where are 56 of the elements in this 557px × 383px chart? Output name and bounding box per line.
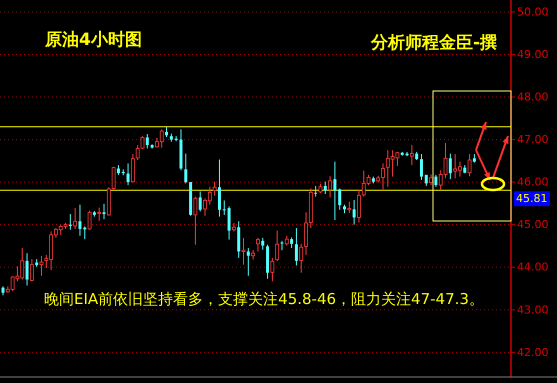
candlestick xyxy=(242,237,246,266)
candlestick xyxy=(410,144,414,166)
candlestick xyxy=(429,174,433,186)
candlestick xyxy=(78,204,82,236)
candlestick xyxy=(184,153,188,184)
candlestick xyxy=(284,235,289,246)
candlestick xyxy=(116,164,120,176)
candlestick xyxy=(83,226,86,240)
candlestick xyxy=(102,203,106,220)
y-tick-label: 43.00 xyxy=(517,303,548,316)
candlestick xyxy=(40,256,44,276)
candlestick xyxy=(198,190,202,212)
text: 分析师程金臣-撰 xyxy=(370,33,497,53)
candlestick xyxy=(275,230,280,262)
candlestick xyxy=(146,134,149,149)
candlestick xyxy=(318,183,322,194)
y-tick-label: 45.00 xyxy=(517,218,548,232)
candlestick xyxy=(434,174,438,188)
candlestick xyxy=(165,126,168,138)
candlestick xyxy=(194,196,198,246)
y-tick-label: 48.00 xyxy=(517,90,548,104)
candlestick xyxy=(256,237,260,252)
candlestick xyxy=(352,199,356,226)
candlestick xyxy=(324,181,327,195)
candlestick xyxy=(290,236,294,249)
candlestick xyxy=(88,210,92,230)
y-tick-label: 49.00 xyxy=(517,48,548,61)
candlestick xyxy=(68,214,72,230)
y-tick-label: 46.00 xyxy=(517,176,548,189)
candlestick xyxy=(328,176,332,198)
candlestick xyxy=(420,154,423,180)
candlestick xyxy=(270,257,274,282)
candlestick xyxy=(261,237,264,250)
candlestick xyxy=(246,248,250,276)
ref-line-label: 45.81 xyxy=(516,192,548,206)
y-tick-label: 44.00 xyxy=(517,260,548,274)
candlestick xyxy=(251,250,256,260)
candlestick xyxy=(73,208,78,230)
candlestick xyxy=(294,228,298,266)
annotation: 晚间EIA前依旧坚持看多，支撑关注45.8-46，阻力关注47-47.3。 xyxy=(44,290,484,308)
candlestick xyxy=(468,154,472,177)
y-tick-label: 50.00 xyxy=(517,5,548,18)
text: 原油4小时图 xyxy=(44,30,142,50)
candlestick xyxy=(218,159,221,218)
candlestick xyxy=(130,154,135,184)
candlestick xyxy=(448,153,452,180)
candlestick xyxy=(212,181,217,196)
y-tick-label: 47.00 xyxy=(517,133,548,146)
candlestick xyxy=(126,162,130,186)
candlestick xyxy=(26,252,29,286)
candlestick xyxy=(314,185,318,198)
y-tick-label: 42.00 xyxy=(517,346,548,359)
candlestick xyxy=(299,243,304,274)
candlestick xyxy=(280,240,284,251)
candlestick xyxy=(347,201,352,214)
candlestick xyxy=(30,258,34,282)
